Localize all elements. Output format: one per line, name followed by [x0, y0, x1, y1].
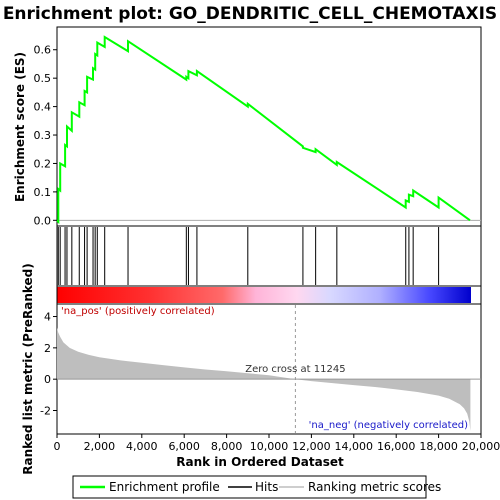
x-tick-label: 10,000: [250, 440, 289, 453]
legend-metric-label: Ranking metric scores: [308, 480, 441, 494]
rank-gradient: [57, 287, 471, 303]
es-y-axis-label: Enrichment score (ES): [13, 52, 27, 202]
metric-panel: 'na_pos' (positively correlated) Zero cr…: [21, 263, 482, 475]
x-axis-ticks: 0 2,000 4,000 6,000 8,000 10,000 12,000 14,000 1…: [54, 434, 500, 453]
metric-y-tick-label: -2: [40, 405, 51, 418]
es-y-tick-label: 0.1: [34, 186, 52, 199]
enrichment-profile-line: [56, 35, 471, 225]
es-panel: 0.0 0.1 0.2 0.3 0.4 0.5 0.6 Enrichment score (…: [13, 26, 482, 227]
x-tick-label: 2,000: [84, 440, 116, 453]
metric-y-tick-label: 2: [44, 342, 51, 355]
metric-y-ticks: -2 0 2 4: [40, 311, 57, 418]
es-y-tick-label: 0.3: [34, 129, 52, 142]
legend-profile-label: Enrichment profile: [109, 480, 220, 494]
x-tick-label: 18,000: [419, 440, 458, 453]
x-tick-label: 16,000: [377, 440, 416, 453]
metric-y-tick-label: 0: [44, 373, 51, 386]
es-y-tick-label: 0.5: [34, 72, 52, 85]
x-tick-label: 4,000: [126, 440, 158, 453]
es-y-ticks: 0.0 0.1 0.2 0.3 0.4 0.5 0.6: [34, 44, 57, 227]
x-tick-label: 12,000: [292, 440, 331, 453]
es-y-tick-label: 0.2: [34, 157, 52, 170]
x-tick-label: 20,000: [462, 440, 500, 453]
es-panel-frame: [56, 26, 482, 227]
legend: Enrichment profile Hits Ranking metric s…: [72, 475, 441, 499]
hits-panel-frame: [56, 225, 482, 287]
x-tick-label: 6,000: [168, 440, 200, 453]
x-tick-label: 8,000: [211, 440, 243, 453]
es-y-tick-label: 0.4: [34, 101, 52, 114]
x-tick-label: 0: [54, 440, 61, 453]
x-axis-label: Rank in Ordered Dataset: [176, 455, 344, 469]
es-y-tick-label: 0.0: [34, 214, 52, 227]
metric-y-axis-label: Ranked list metric (PreRanked): [21, 263, 35, 475]
zero-cross-annotation: Zero cross at 11245: [245, 364, 345, 375]
negative-annotation: 'na_neg' (negatively correlated): [309, 420, 468, 431]
hit-lines: [57, 227, 440, 285]
legend-hits-label: Hits: [255, 480, 278, 494]
rank-color-bar: [56, 285, 482, 305]
metric-y-tick-label: 4: [44, 311, 51, 324]
hits-panel: [56, 225, 482, 287]
x-tick-label: 14,000: [335, 440, 374, 453]
es-y-tick-label: 0.6: [34, 44, 52, 57]
positive-annotation: 'na_pos' (positively correlated): [61, 306, 215, 317]
chart-title: Enrichment plot: GO_DENDRITIC_CELL_CHEMO…: [3, 4, 497, 24]
